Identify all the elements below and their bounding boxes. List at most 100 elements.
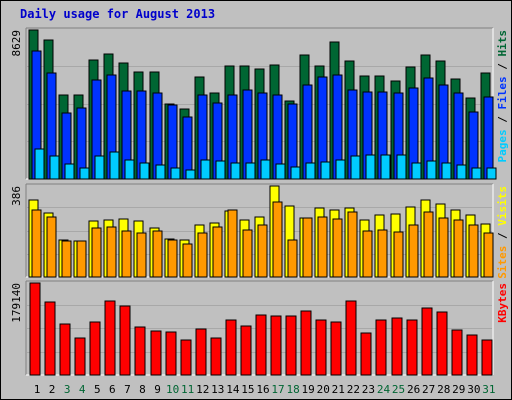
bar-pages-day-11 [185,169,196,180]
x-tick-label-day-18: 18 [286,383,299,396]
bar-pages-day-25 [396,154,407,180]
bar-pages-day-26 [411,162,422,180]
bar-sites-day-9 [152,230,163,278]
bar-kbytes-day-11 [180,339,192,376]
bar-pages-day-18 [290,166,301,180]
bar-sites-day-8 [136,232,147,278]
legend-separator: / [496,110,509,130]
page-title: Daily usage for August 2013 [20,7,216,21]
bar-kbytes-day-16 [255,314,267,376]
x-tick-label-day-30: 30 [467,383,480,396]
bar-sites-day-10 [167,239,178,278]
x-tick-label-day-17: 17 [271,383,284,396]
x-tick-label-day-31: 31 [482,383,495,396]
bar-pages-day-20 [320,161,331,180]
legend-separator: / [496,226,509,246]
bar-sites-day-19 [302,217,313,278]
bar-pages-day-16 [260,159,271,180]
bar-kbytes-day-17 [270,315,282,376]
bar-kbytes-day-8 [134,326,146,376]
bar-pages-day-30 [471,167,482,180]
bar-kbytes-day-15 [240,325,252,376]
bar-kbytes-day-20 [315,319,327,376]
bar-kbytes-day-3 [59,323,71,376]
bar-kbytes-day-1 [29,282,41,376]
y-tick-label: 8629 [10,30,23,57]
y-tick-label: 179140 [10,283,23,323]
bar-kbytes-day-30 [466,334,478,376]
bar-sites-day-21 [332,218,343,278]
bar-sites-day-20 [317,216,328,278]
bar-kbytes-day-18 [285,315,297,376]
bar-pages-day-22 [350,155,361,180]
bar-pages-day-2 [49,155,60,180]
x-tick-label-day-6: 6 [109,383,116,396]
bar-sites-day-12 [197,232,208,278]
x-tick-label-day-26: 26 [407,383,420,396]
x-tick-label-day-20: 20 [317,383,330,396]
bar-kbytes-day-9 [150,330,162,376]
bar-kbytes-day-4 [74,337,86,376]
bar-sites-day-31 [483,232,494,278]
bar-pages-day-28 [441,162,452,180]
legend-separator: / [496,57,509,77]
bar-pages-day-29 [456,164,467,180]
bar-sites-day-13 [212,226,223,278]
y-tick-label: 386 [10,186,23,206]
bar-pages-day-7 [124,159,135,180]
legend-0: Pages / Files / Hits [496,30,509,163]
legend-pages: Pages [496,129,509,162]
bar-sites-day-24 [377,229,388,278]
bar-kbytes-day-27 [421,307,433,376]
x-tick-label-day-21: 21 [332,383,345,396]
bar-sites-day-5 [91,227,102,278]
x-tick-label-day-22: 22 [347,383,360,396]
x-tick-label-day-28: 28 [437,383,450,396]
bar-kbytes-day-26 [406,319,418,376]
bar-sites-day-18 [287,239,298,278]
bar-files-day-31 [483,96,494,180]
bar-sites-day-26 [408,224,419,278]
bar-sites-day-30 [468,224,479,278]
bar-kbytes-day-19 [300,310,312,376]
bar-kbytes-day-22 [345,300,357,376]
legend-sites: Sites [496,246,509,279]
bar-sites-day-1 [31,209,42,278]
x-tick-label-day-8: 8 [139,383,146,396]
bar-pages-day-12 [200,159,211,180]
bar-pages-day-9 [155,164,166,180]
bar-pages-day-10 [170,167,181,180]
bar-pages-day-23 [365,154,376,180]
x-tick-label-day-15: 15 [241,383,254,396]
x-tick-label-day-29: 29 [452,383,465,396]
bar-sites-day-3 [61,240,72,278]
legend-files: Files [496,76,509,109]
legend-2: KBytes [496,283,509,323]
legend-1: Sites / Visits [496,186,509,279]
bar-sites-day-14 [227,209,238,278]
x-tick-label-day-3: 3 [64,383,71,396]
bar-sites-day-16 [257,224,268,278]
bar-sites-day-7 [121,230,132,278]
bar-pages-day-3 [64,163,75,180]
x-tick-label-day-19: 19 [302,383,315,396]
bar-kbytes-day-12 [195,328,207,376]
bar-pages-day-31 [486,167,497,180]
bar-pages-day-17 [275,163,286,180]
bar-pages-day-8 [139,162,150,180]
bar-pages-day-15 [245,162,256,180]
bar-sites-day-29 [453,219,464,278]
bar-sites-day-15 [242,229,253,278]
bar-kbytes-day-13 [210,337,222,376]
x-tick-label-day-12: 12 [196,383,209,396]
bar-sites-day-2 [46,216,57,278]
x-tick-label-day-11: 11 [181,383,194,396]
x-tick-label-day-7: 7 [124,383,131,396]
bar-kbytes-day-29 [451,329,463,376]
bar-kbytes-day-28 [436,311,448,376]
bar-sites-day-28 [438,217,449,278]
bar-sites-day-4 [76,240,87,278]
bar-kbytes-day-7 [119,305,131,376]
bar-pages-day-27 [426,160,437,180]
